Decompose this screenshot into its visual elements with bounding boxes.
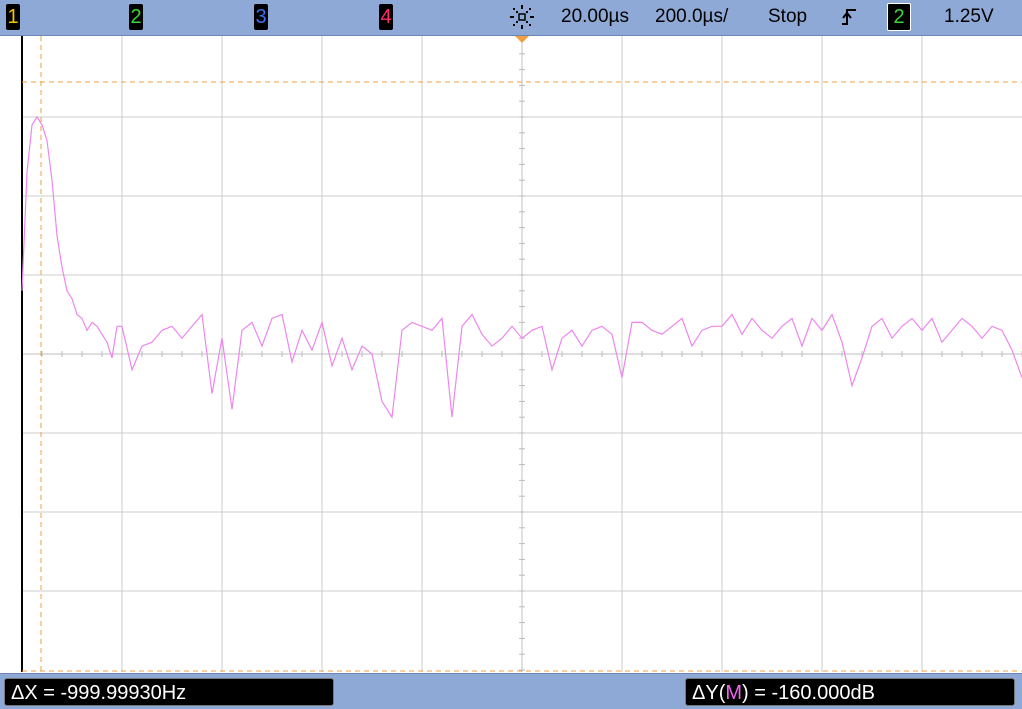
trigger-position-marker xyxy=(515,36,529,43)
channel-4-label: 4 xyxy=(380,6,392,28)
status-bar: 1 2 3 4 20.00µs 200.0µs/ Stop 2 1.25V xyxy=(0,0,1022,36)
measurement-bar: ΔX = -999.99930Hz ΔY(M) = -160.000dB xyxy=(0,673,1022,709)
channel-3-indicator[interactable]: 3 xyxy=(254,4,268,30)
cursors xyxy=(22,36,1022,672)
rising-edge-trigger-icon[interactable] xyxy=(841,7,857,27)
delta-x-value: ΔX = -999.99930Hz xyxy=(11,682,187,704)
delta-y-readout[interactable]: ΔY(M) = -160.000dB xyxy=(685,678,1015,706)
trigger-source-indicator[interactable]: 2 xyxy=(887,3,911,31)
graticule xyxy=(21,36,1022,672)
channel-2-label: 2 xyxy=(130,6,142,28)
timebase-scale[interactable]: 200.0µs/ xyxy=(655,6,729,27)
delta-x-readout[interactable]: ΔX = -999.99930Hz xyxy=(4,678,334,706)
math-trace-layer xyxy=(21,115,1022,419)
trigger-source-label: 2 xyxy=(893,6,905,28)
channel-3-label: 3 xyxy=(255,6,267,28)
delta-y-suffix: ) = -160.000dB xyxy=(742,682,875,704)
acquisition-activity-icon xyxy=(510,5,534,29)
timebase-delay[interactable]: 20.00µs xyxy=(561,6,629,27)
delta-y-prefix: ΔY( xyxy=(692,682,726,704)
run-state[interactable]: Stop xyxy=(768,6,808,27)
channel-2-indicator[interactable]: 2 xyxy=(129,4,143,30)
trigger-level[interactable]: 1.25V xyxy=(944,6,994,27)
channel-1-label: 1 xyxy=(7,6,19,28)
waveform-display[interactable] xyxy=(0,36,1022,672)
waveform-plot xyxy=(21,36,1022,672)
channel-1-indicator[interactable]: 1 xyxy=(6,4,20,30)
delta-y-source: M xyxy=(725,682,743,704)
channel-4-indicator[interactable]: 4 xyxy=(379,4,393,30)
math-trace xyxy=(21,115,1022,419)
